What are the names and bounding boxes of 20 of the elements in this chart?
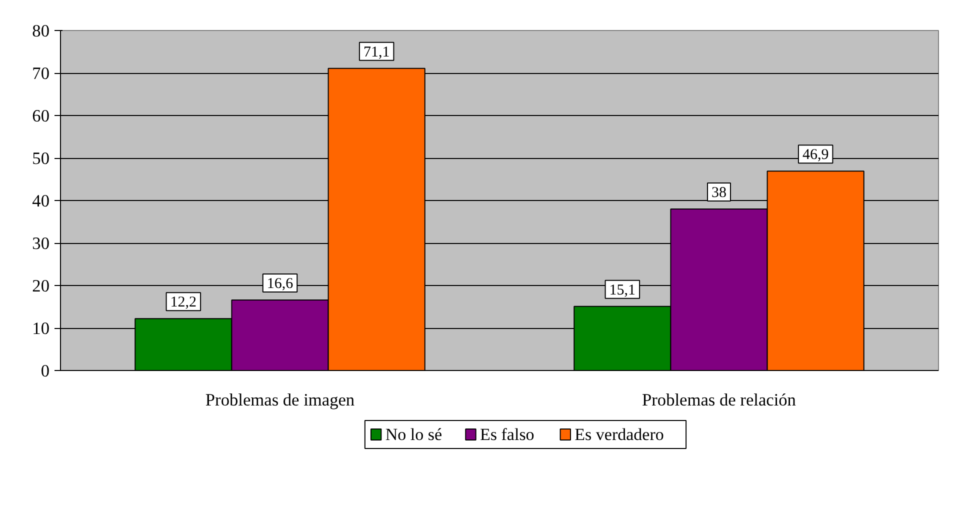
y-tick-label: 20 (32, 276, 50, 296)
legend-label: No lo sé (385, 425, 442, 444)
data-label: 12,2 (170, 294, 197, 311)
y-tick-label: 60 (32, 106, 50, 126)
y-tick-label: 40 (32, 192, 50, 210)
data-label: 46,9 (802, 147, 829, 164)
y-tick-label: 0 (40, 362, 50, 380)
y-tick-label: 80 (32, 22, 50, 40)
y-tick-label: 70 (32, 64, 50, 83)
data-label: 15,1 (609, 282, 636, 298)
data-label: 38 (712, 185, 726, 201)
legend-label: Es falso (480, 425, 534, 444)
y-tick-label: 10 (32, 319, 50, 338)
x-tick-label: Problemas de imagen (205, 390, 355, 410)
x-tick-label: Problemas de relación (642, 390, 796, 410)
y-tick-label: 30 (32, 234, 50, 253)
legend-label: Es verdadero (574, 425, 664, 444)
data-label: 16,6 (266, 276, 294, 292)
data-label: 71,1 (363, 44, 390, 60)
y-tick-label: 50 (32, 149, 50, 168)
